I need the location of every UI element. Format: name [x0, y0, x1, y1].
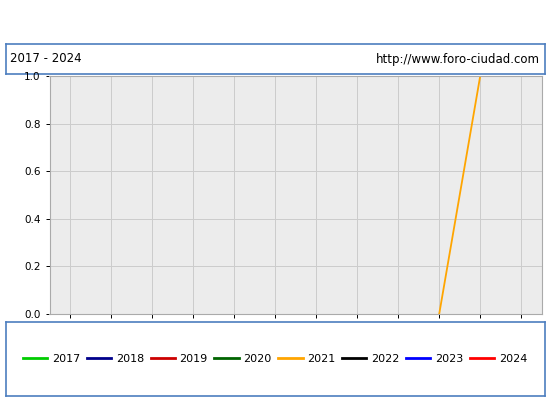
Legend: 2017, 2018, 2019, 2020, 2021, 2022, 2023, 2024: 2017, 2018, 2019, 2020, 2021, 2022, 2023…	[19, 350, 531, 368]
Text: http://www.foro-ciudad.com: http://www.foro-ciudad.com	[376, 52, 540, 66]
Text: Evolucion num de emigrantes en Rello: Evolucion num de emigrantes en Rello	[115, 12, 435, 30]
Text: 2017 - 2024: 2017 - 2024	[10, 52, 81, 66]
